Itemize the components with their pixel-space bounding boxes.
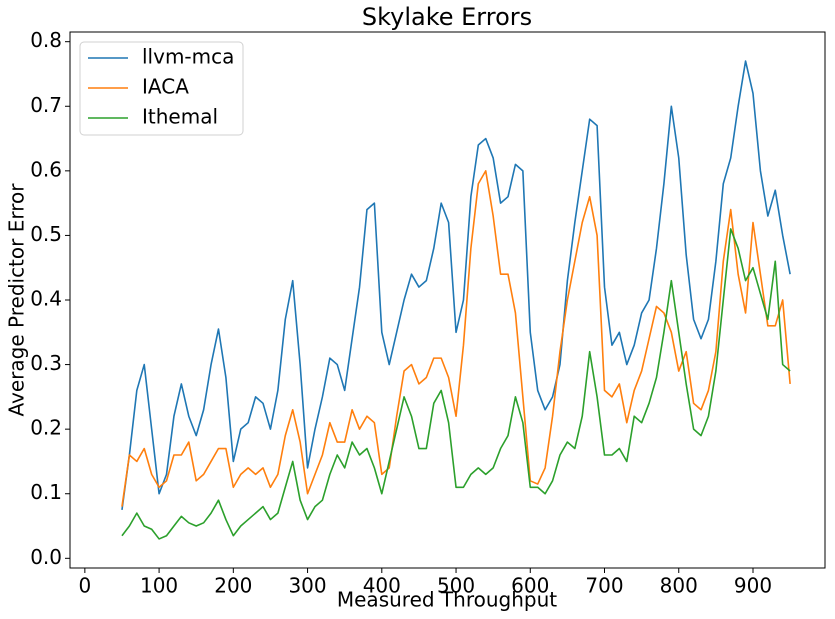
x-tick-label: 500 — [437, 574, 475, 598]
x-tick-label: 0 — [78, 574, 91, 598]
legend-label: llvm-mca — [142, 45, 234, 69]
x-tick-label: 600 — [511, 574, 549, 598]
y-tick-label: 0.5 — [30, 222, 62, 246]
y-tick-label: 0.0 — [30, 545, 62, 569]
x-tick-label: 700 — [585, 574, 623, 598]
x-tick-label: 100 — [140, 574, 178, 598]
legend-label: Ithemal — [142, 105, 218, 129]
chart-title: Skylake Errors — [362, 3, 532, 31]
y-tick-label: 0.6 — [30, 157, 62, 181]
x-axis-label: Measured Throughput — [337, 588, 557, 612]
series-line — [121, 228, 791, 540]
y-tick-label: 0.7 — [30, 93, 62, 117]
legend-box — [79, 41, 244, 136]
series-line — [121, 170, 791, 507]
x-tick-label: 300 — [288, 574, 326, 598]
legend-label: IACA — [142, 75, 189, 99]
y-tick-label: 0.3 — [30, 351, 62, 375]
series-line — [121, 60, 791, 510]
x-tick-label: 900 — [734, 574, 772, 598]
y-tick-label: 0.4 — [30, 287, 62, 311]
x-tick-label: 200 — [214, 574, 252, 598]
y-tick-label: 0.1 — [30, 480, 62, 504]
y-tick-label: 0.8 — [30, 28, 62, 52]
x-tick-label: 400 — [363, 574, 401, 598]
x-tick-label: 800 — [660, 574, 698, 598]
y-axis-label: Average Predictor Error — [5, 183, 29, 417]
y-tick-label: 0.2 — [30, 416, 62, 440]
